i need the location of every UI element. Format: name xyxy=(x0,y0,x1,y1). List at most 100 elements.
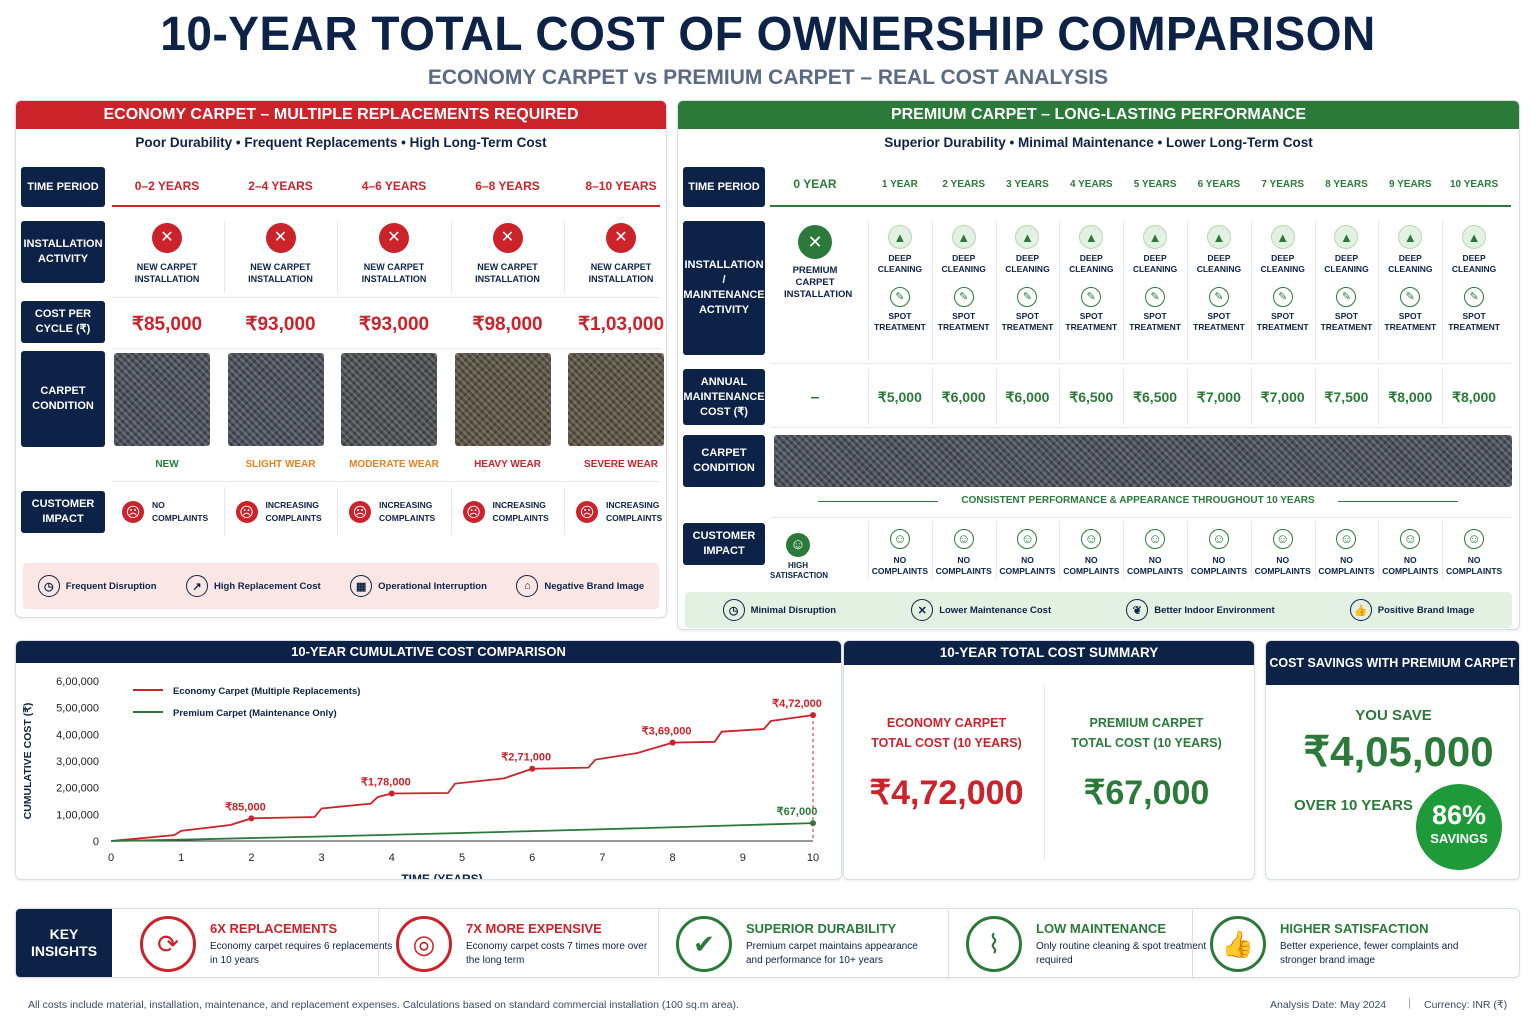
insight-title: 7X MORE EXPENSIVE xyxy=(466,920,602,936)
summary-economy-sub: TOTAL COST (10 YEARS) xyxy=(871,736,1022,750)
economy-period-label: 2–4 YEARS xyxy=(248,179,313,193)
premium-no-complaints: NO COMPLAINTS xyxy=(1445,555,1503,576)
x-tick-label: 5 xyxy=(459,852,465,864)
y-tick-label: 2,00,000 xyxy=(56,783,99,795)
premium-deep-cleaning: DEEP CLEANING xyxy=(941,253,986,274)
insight-item: ✔ SUPERIOR DURABILITY Premium carpet mai… xyxy=(676,910,946,978)
insight-title: SUPERIOR DURABILITY xyxy=(746,920,897,936)
insights-label: KEY INSIGHTS xyxy=(16,909,112,977)
premium-deep-cleaning: DEEP CLEANING xyxy=(1451,253,1497,274)
premium-deep-cleaning: DEEP CLEANING xyxy=(877,253,923,274)
summary-premium-sub: TOTAL COST (10 YEARS) xyxy=(1071,736,1222,750)
economy-period-label: 6–8 YEARS xyxy=(475,179,540,193)
data-point xyxy=(388,790,395,797)
data-label: ₹4,72,000 xyxy=(772,698,822,710)
premium-annual-cost: ₹7,000 xyxy=(1260,389,1305,405)
premium-spot-treatment: SPOT TREATMENT xyxy=(937,311,990,332)
data-point xyxy=(248,815,255,822)
page-title: 10-YEAR TOTAL COST OF OWNERSHIP COMPARIS… xyxy=(160,5,1376,61)
smile-icon: ☺ xyxy=(1081,529,1102,549)
x-tick-label: 7 xyxy=(599,852,605,864)
economy-heading: ECONOMY CARPET – MULTIPLE REPLACEMENTS R… xyxy=(16,101,666,129)
premium-no-complaints: NO COMPLAINTS xyxy=(1382,555,1439,576)
economy-carpet-swatch xyxy=(227,353,324,446)
premium-annual-cost: ₹5,000 xyxy=(877,389,922,405)
premium-no-complaints: NO COMPLAINTS xyxy=(1063,555,1120,576)
savings-heading: COST SAVINGS WITH PREMIUM CARPET xyxy=(1266,641,1519,685)
premium-year0-cost: – xyxy=(810,389,820,406)
building-icon: ▦ xyxy=(350,575,373,597)
x-tick-label: 4 xyxy=(389,852,395,864)
leaf-icon: ❦ xyxy=(1126,599,1149,621)
economy-cost: ₹93,000 xyxy=(358,314,430,335)
premium-deep-cleaning: DEEP CLEANING xyxy=(1196,253,1242,274)
economy-condition: HEAVY WEAR xyxy=(474,459,541,470)
shield-check-icon: ✔ xyxy=(676,916,732,972)
data-label: ₹3,69,000 xyxy=(642,726,692,738)
premium-year-label: 2 YEARS xyxy=(942,179,985,190)
smile-icon: ☺ xyxy=(889,529,910,549)
cleaning-machine-icon: ▲ xyxy=(1270,225,1295,249)
premium-condition-label: CARPET CONDITION xyxy=(683,435,765,487)
currency: Currency: INR (₹) xyxy=(1424,999,1508,1011)
economy-cost: ₹98,000 xyxy=(472,314,543,335)
premium-annual-cost: ₹7,000 xyxy=(1196,389,1241,405)
premium-no-complaints: NO COMPLAINTS xyxy=(1126,555,1184,576)
x-tick-label: 3 xyxy=(319,852,325,864)
footer-item-positive-brand: 👍 Positive Brand Image xyxy=(1349,599,1474,621)
economy-activity: NEW CARPET INSTALLATION xyxy=(475,262,540,284)
premium-no-complaints: NO COMPLAINTS xyxy=(935,555,992,576)
premium-no-complaints: NO COMPLAINTS xyxy=(1318,555,1375,576)
premium-carpet-swatch xyxy=(774,435,1512,487)
footer-item-high-replacement-cost: ↗ High Replacement Cost xyxy=(186,575,321,597)
premium-timeline-arrow xyxy=(770,205,1511,207)
economy-impact: INCREASING COMPLAINTS xyxy=(606,500,663,523)
economy-period-label: 8–10 YEARS xyxy=(585,179,657,193)
economy-tags: Poor Durability • Frequent Replacements … xyxy=(135,135,547,150)
series-line xyxy=(110,822,814,842)
savings-period: OVER 10 YEARS xyxy=(1294,797,1413,814)
spray-icon: ✎ xyxy=(1145,287,1166,307)
premium-spot-treatment: SPOT TREATMENT xyxy=(1256,311,1309,332)
premium-year-label: 4 YEARS xyxy=(1069,179,1113,190)
chart-panel: 10-YEAR CUMULATIVE COST COMPARISON 0 1,00… xyxy=(15,640,842,880)
premium-year-label: 1 YEAR xyxy=(881,179,918,190)
cleaning-machine-icon: ▲ xyxy=(1462,225,1487,249)
premium-panel: PREMIUM CARPET – LONG-LASTING PERFORMANC… xyxy=(677,100,1520,630)
economy-period-label: 0–2 YEARS xyxy=(134,179,200,193)
premium-spot-treatment: SPOT TREATMENT xyxy=(1001,311,1054,332)
economy-cost-label: COST PER CYCLE (₹) xyxy=(21,301,105,343)
premium-installation-label: PREMIUM CARPET INSTALLATION xyxy=(784,265,853,300)
sad-face-icon: ☹ xyxy=(349,501,371,523)
analysis-date: Analysis Date: May 2024 xyxy=(1270,999,1387,1011)
smile-icon: ☺ xyxy=(1272,529,1293,549)
premium-activity-label: INSTALLATION / MAINTENANCE ACTIVITY xyxy=(683,221,765,355)
x-axis-label: TIME (YEARS) xyxy=(401,872,482,879)
y-tick-label: 6,00,000 xyxy=(56,676,99,688)
premium-year-label: 10 YEARS xyxy=(1449,179,1499,190)
insight-text: Economy carpet costs 7 times more over t… xyxy=(466,940,648,966)
savings-percent-label: SAVINGS xyxy=(1430,831,1488,846)
y-tick-label: 5,00,000 xyxy=(56,703,99,715)
x-tick-label: 1 xyxy=(178,852,184,864)
data-label: ₹85,000 xyxy=(225,801,266,813)
page-subtitle: ECONOMY CARPET vs PREMIUM CARPET – REAL … xyxy=(427,66,1109,89)
sad-face-icon: ☹ xyxy=(462,501,485,523)
premium-tags: Superior Durability • Minimal Maintenanc… xyxy=(884,135,1313,150)
premium-spot-treatment: SPOT TREATMENT xyxy=(1065,311,1118,332)
insight-item: 👍 HIGHER SATISFACTION Better experience,… xyxy=(1210,910,1480,978)
economy-activity: NEW CARPET INSTALLATION xyxy=(248,262,313,284)
premium-annual-cost: ₹6,500 xyxy=(1069,389,1114,405)
premium-no-complaints: NO COMPLAINTS xyxy=(1254,555,1311,576)
spray-icon: ✎ xyxy=(1336,287,1357,307)
insight-title: LOW MAINTENANCE xyxy=(1036,920,1166,936)
summary-premium-label: PREMIUM CARPET xyxy=(1089,716,1204,730)
premium-deep-cleaning: DEEP CLEANING xyxy=(1388,253,1433,274)
tools-icon: ✕ xyxy=(379,223,409,253)
spray-icon: ✎ xyxy=(953,287,974,307)
y-tick-label: 4,00,000 xyxy=(56,729,99,741)
premium-spot-treatment: SPOT TREATMENT xyxy=(1448,311,1500,332)
premium-annual-cost: ₹8,000 xyxy=(1388,389,1433,405)
footer-item-negative-brand: ⌂ Negative Brand Image xyxy=(516,575,644,597)
y-axis-label: CUMULATIVE COST (₹) xyxy=(22,703,34,820)
